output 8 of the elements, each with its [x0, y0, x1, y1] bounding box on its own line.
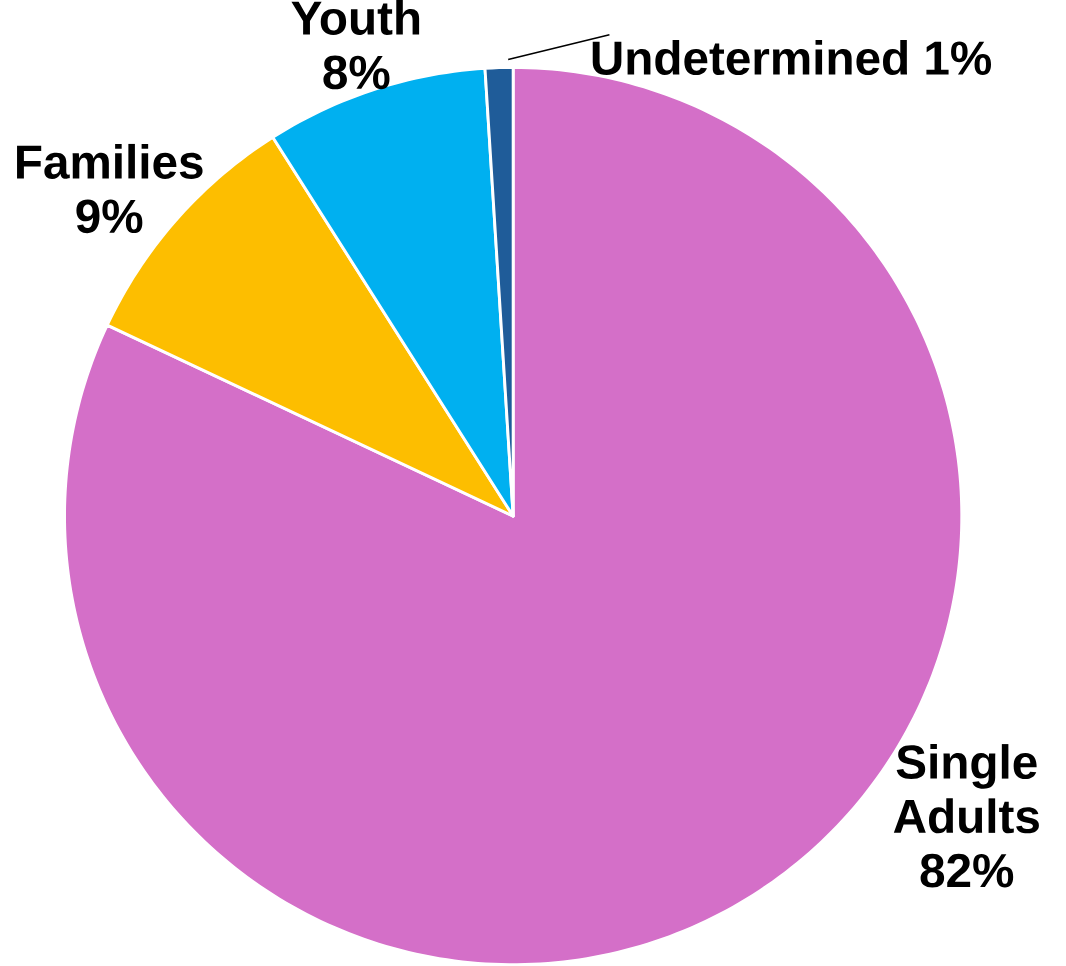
slice-label: Youth: [291, 0, 420, 35]
slice-label: Single Adults: [893, 744, 1039, 834]
data-label: 9%: [76, 199, 143, 234]
data-label: 8%: [323, 55, 390, 90]
slice-label: Undetermined: [592, 39, 908, 75]
data-label: 82%: [920, 853, 1014, 888]
data-label: 1%: [926, 41, 991, 75]
slice-label: Families: [17, 143, 203, 179]
